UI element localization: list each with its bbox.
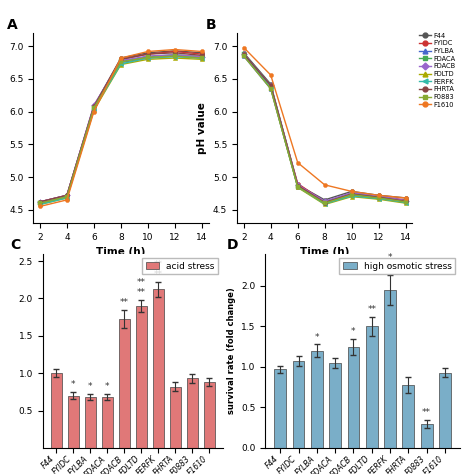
Bar bbox=[187, 378, 198, 448]
Y-axis label: survival rate (fold change): survival rate (fold change) bbox=[227, 287, 236, 414]
Bar bbox=[170, 387, 181, 448]
Legend: high osmotic stress: high osmotic stress bbox=[339, 258, 455, 274]
Text: **: ** bbox=[154, 270, 163, 279]
Bar bbox=[329, 363, 341, 448]
Bar bbox=[347, 346, 359, 448]
Text: D: D bbox=[227, 238, 238, 252]
Text: *: * bbox=[351, 327, 356, 336]
Bar bbox=[203, 382, 215, 448]
Y-axis label: pH value: pH value bbox=[197, 102, 207, 154]
Text: **: ** bbox=[385, 264, 394, 273]
Text: **: ** bbox=[422, 408, 431, 417]
Text: A: A bbox=[7, 18, 18, 32]
Legend: acid stress: acid stress bbox=[142, 258, 218, 274]
Bar bbox=[402, 385, 414, 448]
Text: **: ** bbox=[154, 260, 163, 269]
Bar bbox=[274, 369, 286, 448]
Bar bbox=[68, 396, 79, 448]
Text: B: B bbox=[205, 18, 216, 32]
Bar bbox=[118, 319, 130, 448]
Bar bbox=[153, 290, 164, 448]
Text: *: * bbox=[71, 380, 75, 389]
Text: **: ** bbox=[367, 305, 376, 314]
Bar bbox=[421, 424, 433, 448]
Bar bbox=[439, 373, 451, 448]
Text: **: ** bbox=[120, 299, 129, 308]
Text: C: C bbox=[10, 238, 20, 252]
Bar bbox=[384, 290, 396, 448]
Legend: F44, FYIDC, FYLBA, FDACA, FDACB, FDLTD, FERFK, FHRTA, F0883, F1610: F44, FYIDC, FYLBA, FDACA, FDACB, FDLTD, … bbox=[419, 33, 456, 108]
Bar bbox=[85, 397, 96, 448]
Bar bbox=[102, 397, 113, 448]
Text: *: * bbox=[315, 333, 319, 342]
X-axis label: Time (h): Time (h) bbox=[300, 247, 349, 257]
Text: *: * bbox=[105, 382, 109, 391]
Bar bbox=[292, 361, 304, 448]
Text: *: * bbox=[388, 254, 392, 263]
Bar bbox=[136, 306, 147, 448]
Text: **: ** bbox=[137, 288, 146, 297]
Text: *: * bbox=[88, 382, 92, 391]
Bar bbox=[51, 373, 62, 448]
Text: **: ** bbox=[137, 278, 146, 287]
X-axis label: Time (h): Time (h) bbox=[96, 247, 146, 257]
Bar bbox=[366, 327, 378, 448]
Bar bbox=[311, 351, 323, 448]
